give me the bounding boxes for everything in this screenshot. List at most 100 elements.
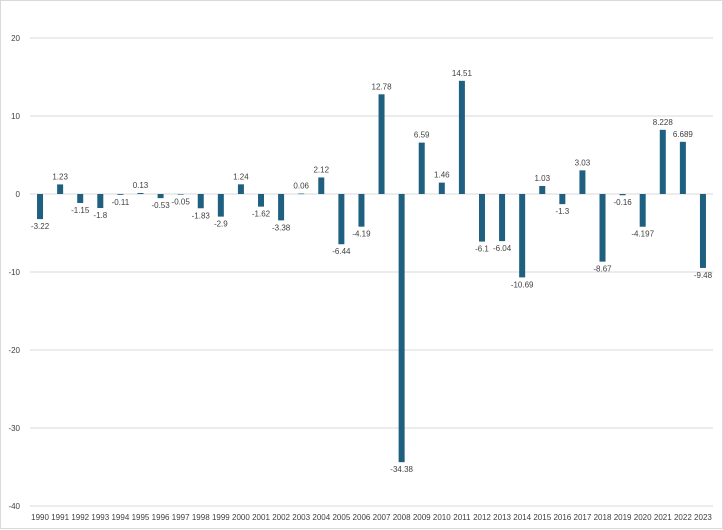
x-tick-label: 2018 — [594, 513, 612, 522]
x-tick-label: 2020 — [634, 513, 652, 522]
bar-2014 — [519, 194, 526, 278]
data-label: 14.51 — [452, 69, 473, 78]
y-tick-label: -30 — [8, 424, 20, 433]
data-label: 1.24 — [233, 172, 249, 181]
data-label: -8.67 — [593, 265, 612, 274]
bar-2003 — [298, 193, 305, 195]
bar-2018 — [599, 194, 606, 262]
x-tick-label: 2017 — [574, 513, 592, 522]
bar-2022 — [679, 141, 686, 194]
data-label: 0.06 — [293, 182, 309, 191]
y-tick-label: -10 — [8, 268, 20, 277]
x-tick-label: 1990 — [31, 513, 49, 522]
data-label: 1.03 — [534, 174, 550, 183]
data-label: 2.12 — [313, 165, 329, 174]
data-label: -1.83 — [192, 211, 211, 220]
x-tick-label: 2006 — [353, 513, 371, 522]
x-tick-label: 2002 — [272, 513, 290, 522]
data-label: -1.3 — [555, 207, 569, 216]
bar-2006 — [358, 194, 365, 227]
bar-2012 — [478, 194, 485, 242]
x-tick-label: 2015 — [533, 513, 551, 522]
bar-1994 — [117, 194, 124, 195]
y-tick-label: 10 — [11, 112, 20, 121]
bar-2004 — [318, 177, 325, 194]
data-label: -34.38 — [390, 465, 413, 474]
data-label: -0.11 — [112, 198, 130, 207]
bar-2007 — [378, 94, 385, 194]
bar-2019 — [619, 194, 626, 196]
x-tick-label: 2014 — [513, 513, 531, 522]
bar-1995 — [137, 192, 144, 194]
data-label: 8.228 — [653, 118, 674, 127]
data-label: -6.44 — [332, 247, 351, 256]
data-label: 3.03 — [575, 158, 591, 167]
data-label: -3.22 — [31, 222, 50, 231]
bar-2020 — [639, 194, 646, 227]
bar-1991 — [57, 184, 64, 194]
data-label: -4.19 — [352, 230, 371, 239]
data-label: 12.78 — [372, 82, 393, 91]
bar-2011 — [458, 80, 465, 194]
x-tick-label: 2016 — [553, 513, 571, 522]
bar-1992 — [77, 194, 84, 203]
x-tick-label: 1991 — [51, 513, 69, 522]
x-tick-label: 1994 — [111, 513, 129, 522]
y-tick-label: -20 — [8, 346, 20, 355]
x-tick-label: 2021 — [654, 513, 672, 522]
data-label: 6.59 — [414, 131, 430, 140]
y-tick-label: 0 — [16, 190, 21, 199]
x-tick-label: 1995 — [132, 513, 150, 522]
bar-1998 — [197, 194, 204, 209]
y-axis-ticks: 20 10 0 -10 -20 -30 -40 — [8, 34, 20, 511]
bar-2005 — [338, 194, 345, 245]
x-tick-label: 2007 — [373, 513, 391, 522]
y-tick-label: -40 — [8, 502, 20, 511]
data-label: 1.46 — [434, 171, 450, 180]
x-tick-label: 1992 — [71, 513, 89, 522]
data-label: 6.689 — [673, 130, 694, 139]
x-tick-label: 2019 — [614, 513, 632, 522]
x-tick-label: 2000 — [232, 513, 250, 522]
x-tick-label: 2005 — [332, 513, 350, 522]
data-label: -6.04 — [493, 244, 512, 253]
bar-1996 — [157, 194, 164, 199]
x-tick-label: 2009 — [413, 513, 431, 522]
bars — [37, 80, 706, 463]
bar-2015 — [539, 185, 546, 194]
x-axis-ticks: 1990 1991 1992 1993 1994 1995 1996 1997 1998 1999… — [31, 513, 712, 522]
x-tick-label: 2004 — [312, 513, 330, 522]
bar-2009 — [418, 142, 425, 194]
bar-2010 — [438, 182, 445, 194]
x-tick-label: 2003 — [292, 513, 310, 522]
x-tick-label: 2012 — [473, 513, 491, 522]
data-label: -0.16 — [613, 198, 632, 207]
bar-2013 — [499, 194, 506, 242]
bar-1999 — [217, 194, 224, 217]
gridlines — [30, 37, 713, 507]
bar-2000 — [237, 184, 244, 194]
data-label: -1.8 — [93, 211, 107, 220]
bar-2008 — [398, 194, 405, 463]
bar-1997 — [177, 194, 184, 195]
data-label: -10.69 — [511, 280, 534, 289]
bar-1990 — [37, 194, 44, 220]
bar-2023 — [699, 194, 706, 268]
data-label: -4.197 — [631, 230, 654, 239]
x-tick-label: 2023 — [694, 513, 712, 522]
x-tick-label: 2011 — [453, 513, 471, 522]
x-tick-label: 2010 — [433, 513, 451, 522]
data-label: -0.53 — [151, 201, 170, 210]
x-tick-label: 2008 — [393, 513, 411, 522]
bar-2001 — [258, 194, 265, 207]
x-tick-label: 1998 — [192, 513, 210, 522]
x-tick-label: 1999 — [212, 513, 230, 522]
data-label: -1.15 — [71, 206, 90, 215]
x-tick-label: 1996 — [152, 513, 170, 522]
bar-2002 — [278, 194, 285, 221]
bar-2017 — [579, 170, 586, 194]
x-tick-label: 2013 — [493, 513, 511, 522]
data-label: -9.48 — [694, 271, 713, 280]
data-label: -6.1 — [475, 245, 489, 254]
